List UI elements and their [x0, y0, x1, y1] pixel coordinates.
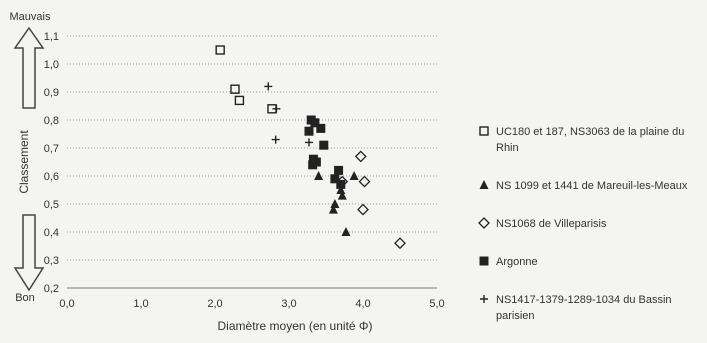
x-tick-label: 0,0: [59, 298, 74, 310]
data-point: [317, 124, 325, 132]
x-tick-label: 4,0: [355, 298, 370, 310]
x-tick-label: 5,0: [429, 298, 444, 310]
x-tick-label: 3,0: [281, 298, 296, 310]
data-points: [216, 46, 405, 248]
y-tick-label: 0,6: [44, 171, 59, 183]
legend-marker: [480, 295, 488, 303]
data-point: [309, 161, 317, 169]
y-tick-label: 0,8: [44, 115, 59, 127]
data-point: [395, 238, 405, 248]
legend-label: UC180 et 187, NS3063 de la plaine du: [496, 126, 684, 138]
legend-marker: [479, 218, 489, 228]
annotation-top: Mauvais: [10, 11, 51, 23]
x-axis-label: Diamètre moyen (en unité Φ): [218, 319, 373, 333]
data-point: [358, 205, 368, 215]
data-point: [337, 180, 345, 188]
y-tick-label: 0,4: [44, 227, 59, 239]
legend-marker: [480, 127, 488, 135]
y-tick-label: 0,3: [44, 255, 59, 267]
down-arrow-icon: [15, 215, 43, 290]
series-4: [305, 116, 345, 188]
y-tick-label: 0,2: [44, 283, 59, 295]
y-axis-label: Classement: [17, 130, 31, 194]
legend-label: Argonne: [496, 256, 538, 268]
legend-item: NS 1099 et 1441 de Mareuil-les-Meaux: [480, 180, 688, 192]
gridlines: [67, 36, 437, 260]
x-tick-labels: 0,0 1,0 2,0 3,0 4,0 5,0: [59, 298, 444, 310]
legend-label: parisien: [496, 310, 535, 322]
data-point: [320, 141, 328, 149]
legend-label: Rhin: [496, 142, 519, 154]
data-point: [264, 82, 272, 90]
y-tick-labels: 0,2 0,3 0,4 0,5 0,6 0,7 0,8 0,9 1,0 1,1: [44, 31, 59, 295]
legend: UC180 et 187, NS3063 de la plaine du Rhin…: [479, 126, 688, 322]
series-1: [216, 46, 276, 113]
data-point: [356, 151, 366, 161]
data-point: [305, 127, 313, 135]
annotation-bottom: Bon: [15, 292, 35, 304]
y-tick-label: 0,5: [44, 199, 59, 211]
up-arrow-icon: [15, 28, 43, 108]
data-point: [216, 46, 224, 54]
legend-item: NS1417-1379-1289-1034 du Bassin parisien: [480, 294, 672, 322]
data-point: [272, 105, 280, 113]
y-tick-label: 1,1: [44, 31, 59, 43]
data-point: [350, 171, 359, 180]
y-tick-label: 0,7: [44, 143, 59, 155]
data-point: [235, 96, 243, 104]
legend-label: NS1417-1379-1289-1034 du Bassin: [496, 294, 672, 306]
data-point: [335, 166, 343, 174]
y-tick-label: 0,9: [44, 87, 59, 99]
legend-item: Argonne: [480, 256, 538, 268]
legend-item: NS1068 de Villeparisis: [479, 218, 607, 230]
x-tick-label: 1,0: [133, 298, 148, 310]
data-point: [305, 138, 313, 146]
x-tick-label: 2,0: [207, 298, 222, 310]
data-point: [314, 171, 323, 180]
data-point: [359, 177, 369, 187]
legend-marker: [480, 257, 488, 265]
y-tick-label: 1,0: [44, 59, 59, 71]
legend-label: NS1068 de Villeparisis: [496, 218, 607, 230]
data-point: [272, 136, 280, 144]
legend-item: UC180 et 187, NS3063 de la plaine du Rhin: [480, 126, 684, 154]
legend-label: NS 1099 et 1441 de Mareuil-les-Meaux: [496, 180, 688, 192]
legend-marker: [480, 180, 489, 189]
